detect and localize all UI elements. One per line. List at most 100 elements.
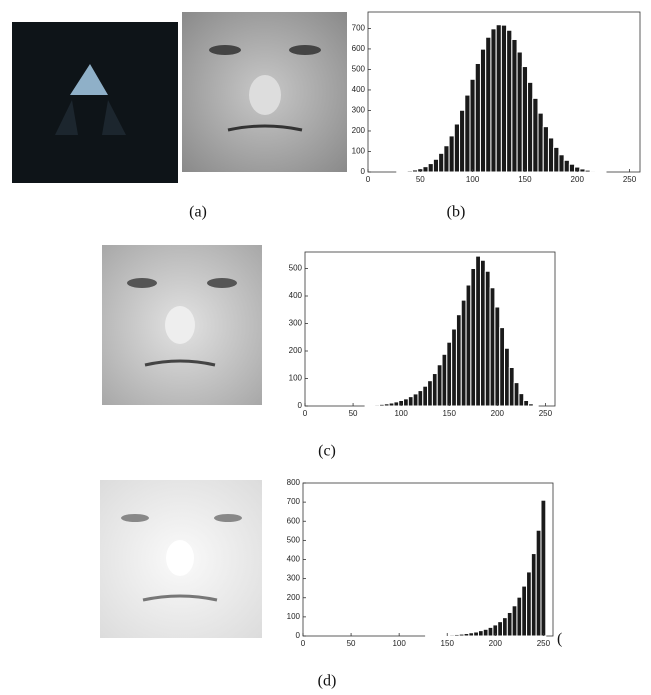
bar	[433, 159, 438, 172]
bar	[460, 110, 465, 172]
bar	[408, 397, 413, 406]
bar	[541, 500, 546, 636]
y-tick-label: 500	[287, 535, 301, 544]
bar	[389, 403, 394, 406]
bar	[480, 260, 485, 406]
bar	[439, 153, 444, 172]
panel-label: (b)	[447, 204, 466, 221]
y-tick-label: 400	[287, 555, 301, 564]
bar	[580, 169, 585, 172]
x-tick-label: 0	[366, 175, 371, 184]
y-tick-label: 400	[352, 85, 366, 94]
bar	[450, 635, 455, 636]
bar	[428, 381, 433, 406]
bar	[478, 631, 483, 636]
bar	[375, 405, 380, 406]
bar	[432, 374, 437, 406]
bar	[449, 136, 454, 172]
bar	[469, 633, 474, 636]
y-tick-label: 200	[287, 593, 301, 602]
bar	[488, 627, 493, 636]
bar	[514, 383, 519, 406]
bar	[471, 269, 476, 407]
bar	[512, 606, 517, 636]
bar	[538, 113, 543, 172]
y-tick-label: 0	[361, 167, 366, 176]
bar	[585, 170, 590, 172]
x-tick-label: 250	[537, 639, 551, 648]
bar	[435, 635, 440, 636]
bar	[447, 342, 452, 406]
bar	[428, 164, 433, 172]
bar	[404, 399, 409, 406]
bar	[509, 368, 514, 407]
x-tick-label: 100	[392, 639, 406, 648]
bar	[470, 79, 475, 172]
bar	[370, 405, 375, 406]
bar	[503, 618, 508, 636]
bar	[548, 138, 553, 172]
bar	[452, 329, 457, 406]
bar	[444, 146, 449, 172]
y-tick-label: 600	[352, 44, 366, 53]
bar	[522, 67, 527, 172]
y-tick-label: 300	[352, 106, 366, 115]
bar	[483, 629, 488, 636]
bar	[498, 622, 503, 636]
y-tick-label: 400	[289, 291, 303, 300]
bar	[442, 354, 447, 406]
x-tick-label: 200	[491, 409, 505, 418]
bar	[512, 39, 517, 172]
bar	[461, 300, 466, 406]
bar	[529, 404, 534, 406]
y-tick-label: 500	[352, 65, 366, 74]
bar	[564, 160, 569, 172]
bar	[412, 170, 417, 172]
x-tick-label: 100	[394, 409, 408, 418]
bar	[423, 386, 428, 406]
bar	[522, 586, 527, 636]
y-tick-label: 100	[352, 147, 366, 156]
y-tick-label: 500	[289, 264, 303, 273]
bar	[464, 634, 469, 636]
bar	[590, 171, 595, 172]
bar	[459, 634, 464, 636]
bar	[559, 155, 564, 172]
bar	[528, 82, 533, 172]
bar	[519, 394, 524, 406]
x-tick-label: 0	[303, 409, 308, 418]
bar	[496, 25, 501, 172]
bar	[486, 37, 491, 172]
bar	[466, 285, 471, 406]
bar	[465, 95, 470, 172]
x-tick-label: 250	[539, 409, 553, 418]
x-tick-label: 50	[416, 175, 425, 184]
image-b	[182, 12, 347, 172]
bar	[527, 572, 532, 636]
y-tick-label: 800	[287, 478, 301, 487]
y-tick-label: 300	[287, 574, 301, 583]
bar	[554, 147, 559, 172]
y-tick-label: 100	[287, 612, 301, 621]
bar	[475, 63, 480, 172]
y-tick-label: 0	[296, 631, 301, 640]
y-tick-label: 0	[298, 401, 303, 410]
bar	[500, 328, 505, 406]
bar	[454, 124, 459, 172]
bar	[505, 348, 510, 406]
bar	[507, 30, 512, 172]
panel-label: (c)	[318, 443, 336, 460]
y-tick-label: 100	[289, 374, 303, 383]
bar	[474, 632, 479, 636]
y-tick-label: 600	[287, 516, 301, 525]
image-d	[100, 480, 262, 638]
bar	[495, 307, 500, 406]
bar	[380, 404, 385, 406]
bar	[423, 167, 428, 172]
bar	[476, 256, 481, 406]
bar	[418, 391, 423, 406]
panel-label: (d)	[318, 673, 337, 690]
image-c	[102, 245, 262, 405]
panel-label: (a)	[189, 204, 207, 221]
bar	[413, 394, 418, 406]
